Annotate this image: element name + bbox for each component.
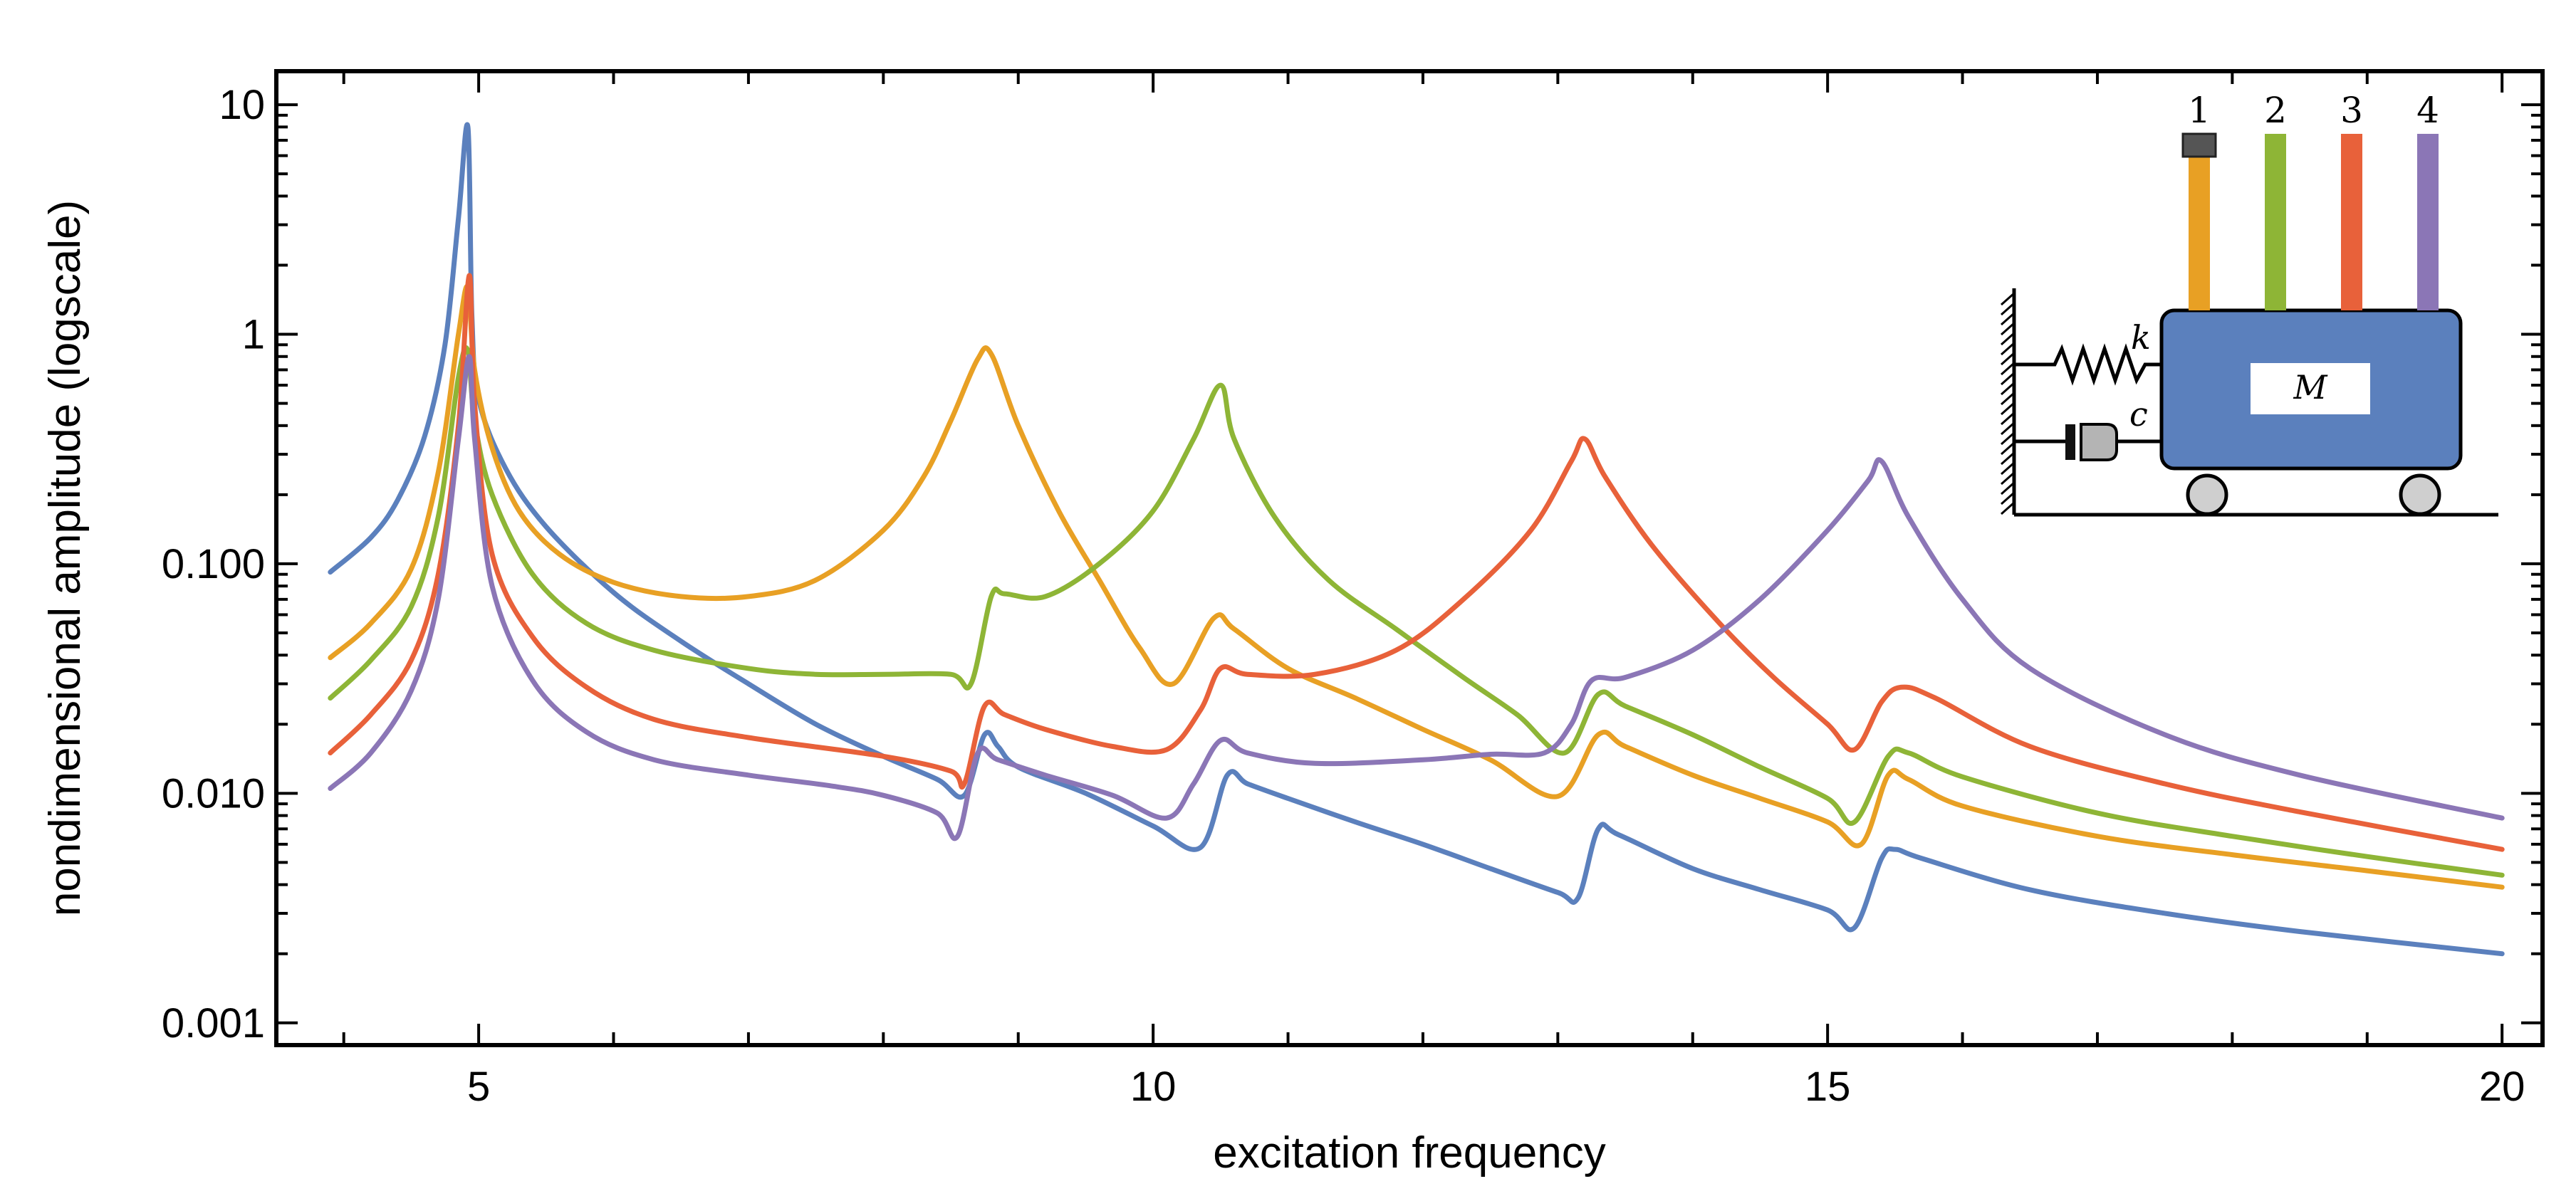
hatch-mark: [2001, 322, 2015, 336]
mass-label: M: [2293, 368, 2328, 407]
left-wheel: [2186, 473, 2228, 516]
pendulum-tip-mass: [2181, 132, 2217, 158]
wall-hatch: [2001, 292, 2015, 515]
hatch-mark: [2001, 332, 2015, 346]
hatch-mark: [2001, 292, 2015, 306]
hatch-mark: [2001, 372, 2015, 386]
y-tick-label: 0.001: [162, 1000, 265, 1047]
y-tick-label: 0.010: [162, 770, 265, 817]
hatch-mark: [2001, 392, 2015, 406]
right-wheel: [2399, 473, 2441, 516]
x-axis-title: excitation frequency: [1213, 1128, 1605, 1178]
series-line-2: [328, 283, 2505, 890]
hatch-mark: [2001, 451, 2015, 466]
y-axis-title: nondimensional amplitude (logscale): [41, 200, 90, 916]
pendulum-label-1: 1: [2188, 90, 2211, 131]
x-tick-label: 15: [1805, 1064, 1851, 1110]
series-line-5: [328, 354, 2505, 841]
series-line-1: [328, 122, 2505, 957]
series-line-3: [328, 345, 2505, 878]
x-tick-labels: 5 10 15 20: [467, 1064, 2525, 1110]
hatch-mark: [2001, 411, 2015, 426]
hatch-mark: [2001, 501, 2015, 515]
pendulum-label-3: 3: [2340, 90, 2363, 131]
y-tick-labels: 10 1 0.100 0.010 0.001: [162, 82, 265, 1047]
x-tick-label: 10: [1130, 1064, 1177, 1110]
hatch-mark: [2001, 461, 2015, 476]
pendulum-bar-1: [2189, 154, 2210, 310]
series-line-4: [328, 273, 2505, 852]
hatch-mark: [2001, 421, 2015, 436]
damper-label: c: [2129, 395, 2148, 434]
damper-plunger: [2065, 424, 2075, 460]
pendulum-label-4: 4: [2416, 90, 2439, 131]
series-group: [328, 122, 2505, 957]
pendulum-label-2: 2: [2264, 90, 2287, 131]
plot-frame: [274, 69, 2545, 1047]
hatch-mark: [2001, 302, 2015, 316]
hatch-mark: [2001, 481, 2015, 495]
hatch-mark: [2001, 342, 2015, 356]
y-tick-label: 1: [242, 312, 265, 358]
mechanical-model-inset: k c M 1 2 3 4: [2001, 90, 2498, 517]
hatch-mark: [2001, 402, 2015, 416]
hatch-mark: [2001, 431, 2015, 446]
x-tick-label: 20: [2479, 1064, 2525, 1110]
hatch-mark: [2001, 441, 2015, 456]
pendulum-bar-2: [2265, 134, 2286, 310]
hatch-mark: [2001, 471, 2015, 486]
spring: [2014, 343, 2162, 386]
y-tick-label: 0.100: [162, 541, 265, 587]
axis-ticks: [276, 71, 2543, 1045]
x-tick-label: 5: [467, 1064, 490, 1110]
mass-label-box: [2251, 363, 2370, 414]
hatch-mark: [2001, 362, 2015, 376]
hatch-mark: [2001, 491, 2015, 505]
hatch-mark: [2001, 352, 2015, 366]
spring-label: k: [2131, 318, 2151, 357]
hatch-mark: [2001, 312, 2015, 326]
hatch-mark: [2001, 382, 2015, 396]
pendulum-bar-3: [2341, 134, 2362, 310]
y-tick-label: 10: [219, 82, 265, 128]
pendulum-bar-4: [2417, 134, 2439, 310]
damper-cylinder: [2080, 423, 2118, 461]
